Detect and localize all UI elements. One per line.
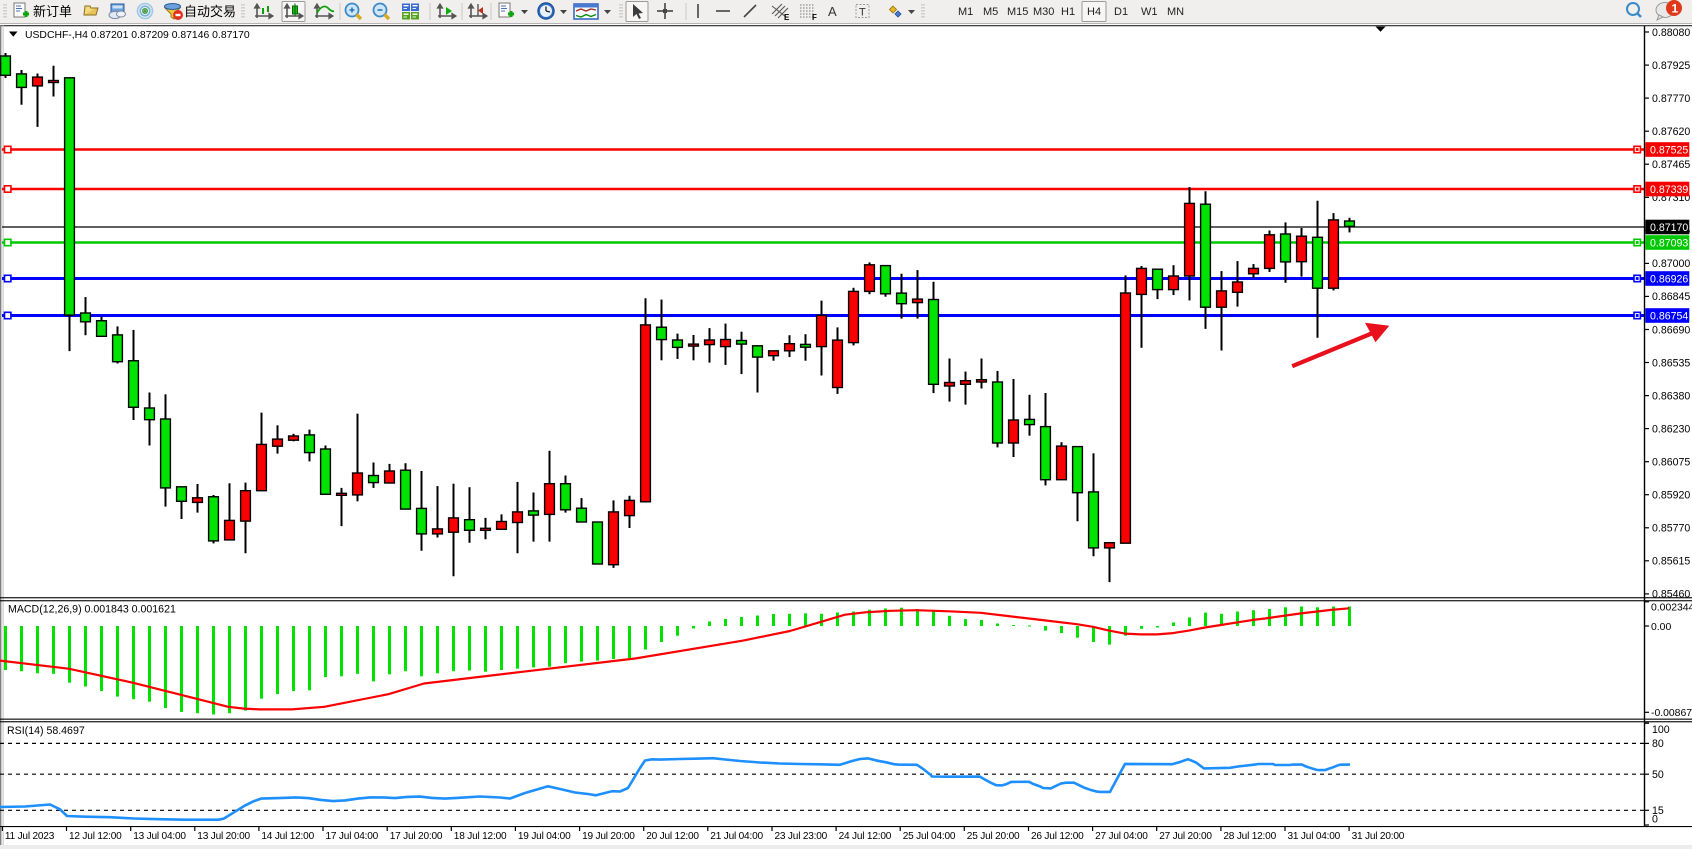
svg-text:19 Jul 20:00: 19 Jul 20:00	[582, 831, 635, 842]
svg-text:0.86845: 0.86845	[1652, 291, 1690, 303]
svg-text:RSI(14) 58.4697: RSI(14) 58.4697	[7, 725, 85, 737]
svg-text:14 Jul 12:00: 14 Jul 12:00	[261, 831, 314, 842]
svg-text:自动交易: 自动交易	[184, 4, 236, 19]
svg-text:0.88080: 0.88080	[1652, 27, 1690, 39]
svg-text:A: A	[828, 4, 837, 19]
svg-text:USDCHF-,H4 0.87201 0.87209 0.: USDCHF-,H4 0.87201 0.87209 0.87146 0.871…	[25, 30, 250, 41]
svg-text:21 Jul 04:00: 21 Jul 04:00	[710, 831, 763, 842]
svg-text:25 Jul 04:00: 25 Jul 04:00	[903, 831, 956, 842]
svg-text:0.86075: 0.86075	[1652, 457, 1690, 469]
svg-text:0.87770: 0.87770	[1652, 93, 1690, 105]
svg-text:80: 80	[1652, 738, 1664, 750]
svg-text:0.86754: 0.86754	[1650, 311, 1688, 323]
svg-text:13 Jul 04:00: 13 Jul 04:00	[133, 831, 186, 842]
svg-text:D1: D1	[1114, 6, 1128, 18]
svg-text:31 Jul 04:00: 31 Jul 04:00	[1288, 831, 1341, 842]
svg-text:15: 15	[1652, 805, 1664, 817]
svg-text:0.87170: 0.87170	[1650, 222, 1688, 234]
svg-text:17 Jul 04:00: 17 Jul 04:00	[326, 831, 379, 842]
svg-text:11 Jul 2023: 11 Jul 2023	[5, 831, 55, 842]
svg-text:0.87620: 0.87620	[1652, 126, 1690, 138]
svg-text:0.85615: 0.85615	[1652, 556, 1690, 568]
svg-text:W1: W1	[1141, 6, 1158, 18]
svg-text:MN: MN	[1167, 6, 1184, 18]
svg-text:18 Jul 12:00: 18 Jul 12:00	[454, 831, 507, 842]
svg-text:0.86380: 0.86380	[1652, 390, 1690, 402]
svg-text:T: T	[859, 7, 866, 19]
svg-text:0.85460: 0.85460	[1652, 589, 1690, 601]
svg-text:H4: H4	[1087, 6, 1101, 18]
svg-text:新订单: 新订单	[33, 4, 72, 19]
svg-text:0.86690: 0.86690	[1652, 324, 1690, 336]
svg-text:27 Jul 04:00: 27 Jul 04:00	[1095, 831, 1148, 842]
svg-text:27 Jul 20:00: 27 Jul 20:00	[1159, 831, 1212, 842]
svg-text:-0.00867: -0.00867	[1651, 708, 1692, 719]
svg-text:0.87465: 0.87465	[1652, 159, 1690, 171]
svg-text:M15: M15	[1007, 6, 1028, 18]
svg-text:F: F	[812, 13, 817, 22]
svg-text:0.00: 0.00	[1651, 622, 1671, 633]
svg-text:13 Jul 20:00: 13 Jul 20:00	[197, 831, 250, 842]
svg-text:M1: M1	[958, 6, 973, 18]
svg-text:19 Jul 04:00: 19 Jul 04:00	[518, 831, 571, 842]
svg-text:0.002344: 0.002344	[1651, 602, 1692, 613]
svg-text:1: 1	[1672, 2, 1679, 16]
svg-text:0.86926: 0.86926	[1650, 274, 1688, 286]
svg-text:MACD(12,26,9) 0.001843 0.00162: MACD(12,26,9) 0.001843 0.001621	[8, 604, 176, 616]
svg-text:0: 0	[1652, 814, 1658, 826]
svg-text:20 Jul 12:00: 20 Jul 12:00	[646, 831, 699, 842]
svg-text:12 Jul 12:00: 12 Jul 12:00	[69, 831, 122, 842]
svg-text:100: 100	[1652, 724, 1670, 736]
svg-text:24 Jul 12:00: 24 Jul 12:00	[839, 831, 892, 842]
svg-text:0.85920: 0.85920	[1652, 490, 1690, 502]
svg-text:50: 50	[1652, 769, 1664, 781]
svg-text:0.87000: 0.87000	[1652, 258, 1690, 270]
svg-text:28 Jul 12:00: 28 Jul 12:00	[1223, 831, 1276, 842]
svg-text:0.87339: 0.87339	[1650, 184, 1688, 196]
svg-text:23 Jul 23:00: 23 Jul 23:00	[775, 831, 828, 842]
svg-text:0.87093: 0.87093	[1650, 238, 1688, 250]
svg-text:26 Jul 12:00: 26 Jul 12:00	[1031, 831, 1084, 842]
svg-text:17 Jul 20:00: 17 Jul 20:00	[390, 831, 443, 842]
svg-text:0.86535: 0.86535	[1652, 357, 1690, 369]
svg-text:31 Jul 20:00: 31 Jul 20:00	[1352, 831, 1405, 842]
svg-text:E: E	[784, 13, 790, 22]
svg-text:0.87925: 0.87925	[1652, 60, 1690, 72]
svg-text:H1: H1	[1061, 6, 1075, 18]
svg-text:0.86230: 0.86230	[1652, 423, 1690, 435]
svg-text:0.85770: 0.85770	[1652, 523, 1690, 535]
svg-text:M5: M5	[983, 6, 998, 18]
svg-text:25 Jul 20:00: 25 Jul 20:00	[967, 831, 1020, 842]
svg-text:M30: M30	[1033, 6, 1054, 18]
svg-text:0.87525: 0.87525	[1650, 145, 1688, 157]
